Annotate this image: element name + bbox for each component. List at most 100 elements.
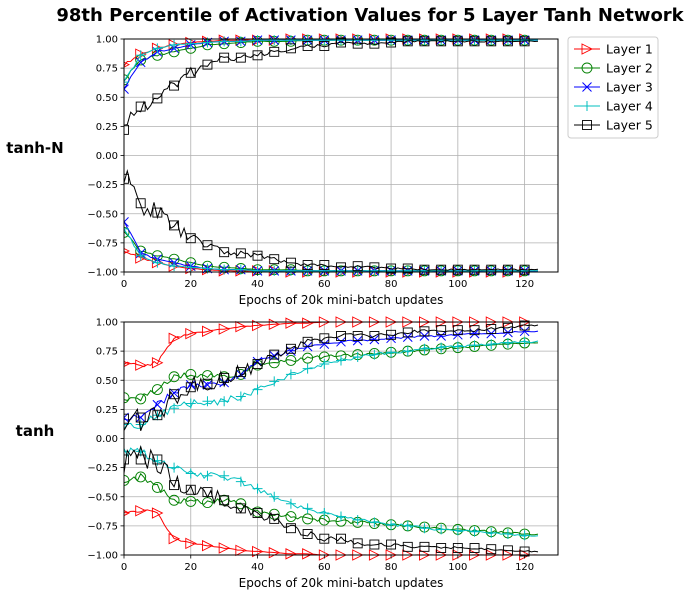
- data-point-layer-5: [519, 36, 530, 47]
- data-point-layer-5: [319, 333, 330, 344]
- data-point-layer-4: [252, 483, 263, 494]
- data-point-layer-2: [268, 357, 280, 369]
- data-point-layer-5: [202, 378, 213, 389]
- data-point-layer-1: [168, 532, 181, 545]
- y-tick-label: −0.25: [87, 463, 118, 474]
- data-point-layer-5: [135, 412, 146, 423]
- y-tick-label: −0.75: [87, 238, 118, 249]
- data-point-layer-4: [252, 35, 263, 46]
- data-point-layer-2: [235, 368, 247, 380]
- data-point-layer-2: [151, 384, 163, 396]
- data-point-layer-4: [235, 36, 246, 47]
- data-point-layer-5: [352, 538, 363, 549]
- data-point-layer-4: [185, 468, 196, 479]
- data-point-layer-5: [302, 336, 313, 347]
- x-tick-label: 40: [251, 562, 264, 573]
- data-point-layer-1: [285, 548, 297, 560]
- data-point-layer-4: [502, 529, 513, 540]
- data-point-layer-4: [302, 35, 313, 46]
- data-point-layer-3: [336, 336, 346, 347]
- data-point-layer-4: [486, 339, 497, 350]
- legend-marker-layer-5: [582, 120, 592, 130]
- data-point-layer-4: [202, 396, 213, 407]
- data-point-layer-5: [185, 233, 196, 244]
- data-point-layer-5: [252, 250, 263, 261]
- data-point-layer-5: [235, 503, 246, 514]
- data-point-layer-4: [135, 50, 146, 61]
- data-point-layer-4: [185, 262, 196, 273]
- data-point-layer-5: [302, 41, 313, 51]
- data-point-layer-5: [285, 523, 296, 534]
- data-point-layer-4: [369, 517, 380, 528]
- data-point-layer-4: [502, 337, 513, 348]
- data-point-layer-4: [269, 491, 280, 502]
- data-point-layer-3: [519, 326, 530, 337]
- data-point-layer-5: [124, 173, 129, 184]
- data-point-layer-5: [419, 541, 430, 552]
- data-point-layer-4: [386, 35, 397, 46]
- series-line-layer-5-upper: [124, 40, 539, 126]
- data-point-layer-5: [135, 198, 146, 209]
- data-point-layer-2: [202, 370, 213, 382]
- data-point-layer-5: [486, 544, 497, 555]
- data-point-layer-5: [452, 36, 463, 47]
- data-point-layer-3: [135, 412, 146, 423]
- data-point-layer-5: [252, 358, 263, 369]
- data-point-layer-2: [285, 354, 297, 366]
- data-point-layer-2: [168, 494, 180, 506]
- data-point-layer-4: [124, 223, 129, 234]
- data-point-layer-4: [219, 470, 230, 481]
- series-line-layer-4-lower: [124, 447, 539, 537]
- legend-label: Layer 1: [606, 42, 653, 57]
- data-point-layer-5: [469, 543, 480, 553]
- data-point-layer-5: [135, 454, 146, 465]
- data-point-layer-4: [336, 511, 346, 522]
- data-point-layer-4: [469, 340, 480, 351]
- legend-box: [567, 36, 659, 139]
- x-tick-label: 120: [515, 279, 534, 290]
- data-point-layer-4: [219, 264, 230, 275]
- data-point-layer-3: [436, 331, 447, 341]
- series-layer-5: [124, 320, 539, 557]
- data-point-layer-4: [235, 264, 246, 275]
- data-point-layer-4: [419, 523, 430, 534]
- series-layer-5: [124, 36, 539, 275]
- data-point-layer-5: [185, 382, 196, 393]
- y-tick-label: 0.50: [96, 376, 118, 387]
- data-point-layer-1: [285, 317, 297, 329]
- data-point-layer-5: [386, 329, 397, 340]
- data-point-layer-1: [151, 357, 164, 369]
- data-point-layer-4: [285, 498, 296, 509]
- data-point-layer-5: [502, 322, 513, 333]
- data-point-layer-3: [124, 217, 129, 227]
- data-point-layer-5: [269, 513, 280, 524]
- data-point-layer-5: [135, 101, 146, 112]
- legend-label: Layer 2: [606, 61, 653, 76]
- x-tick-label: 20: [184, 279, 197, 290]
- data-point-layer-5: [402, 263, 413, 274]
- data-point-layer-1: [235, 320, 247, 333]
- data-point-layer-3: [185, 380, 196, 390]
- y-tick-label: −1.00: [87, 268, 118, 279]
- data-point-layer-5: [336, 37, 346, 48]
- legend-label: Layer 3: [606, 80, 653, 95]
- data-point-layer-4: [452, 525, 463, 536]
- data-point-layer-1: [252, 319, 264, 332]
- data-point-layer-5: [185, 67, 196, 78]
- x-tick-label: 100: [448, 562, 467, 573]
- data-point-layer-4: [219, 36, 230, 47]
- data-point-layer-5: [235, 367, 246, 378]
- legend-entry-layer-3: Layer 3: [574, 80, 653, 95]
- data-point-layer-5: [469, 36, 480, 47]
- data-point-layer-4: [269, 376, 280, 387]
- row-label: tanh: [16, 422, 55, 440]
- data-point-layer-4: [336, 35, 346, 46]
- data-point-layer-2: [268, 508, 280, 520]
- x-tick-label: 80: [385, 279, 398, 290]
- data-point-layer-4: [436, 342, 447, 353]
- data-point-layer-4: [202, 470, 213, 481]
- legend-marker-layer-1: [581, 43, 594, 55]
- legend-entry-layer-1: Layer 1: [574, 42, 653, 57]
- data-point-layer-2: [124, 226, 130, 238]
- data-point-layer-4: [185, 398, 196, 409]
